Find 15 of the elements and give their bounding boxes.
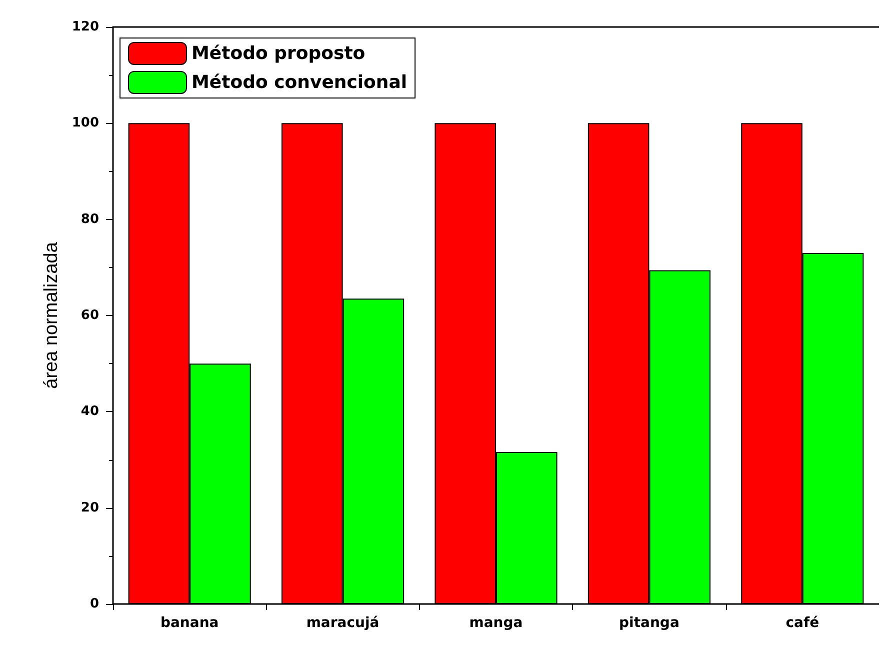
x-tick-label: manga: [469, 615, 523, 631]
y-tick-label: 80: [80, 212, 99, 227]
y-tick-label: 100: [72, 116, 99, 131]
y-tick-label: 0: [90, 596, 99, 612]
y-tick-label: 20: [80, 500, 99, 516]
y-tick-label: 60: [80, 308, 99, 323]
y-tick-label: 40: [80, 404, 99, 420]
legend-label: Método proposto: [192, 43, 366, 64]
x-tick-label: maracujá: [306, 615, 380, 631]
y-tick-label: 120: [72, 20, 99, 34]
x-tick-label: pitanga: [618, 615, 680, 631]
x-tick-label: café: [786, 615, 820, 631]
y-axis-title: área normalizada: [40, 242, 62, 389]
legend-label: Método convencional: [192, 72, 408, 93]
x-tick-label: banana: [160, 615, 219, 631]
